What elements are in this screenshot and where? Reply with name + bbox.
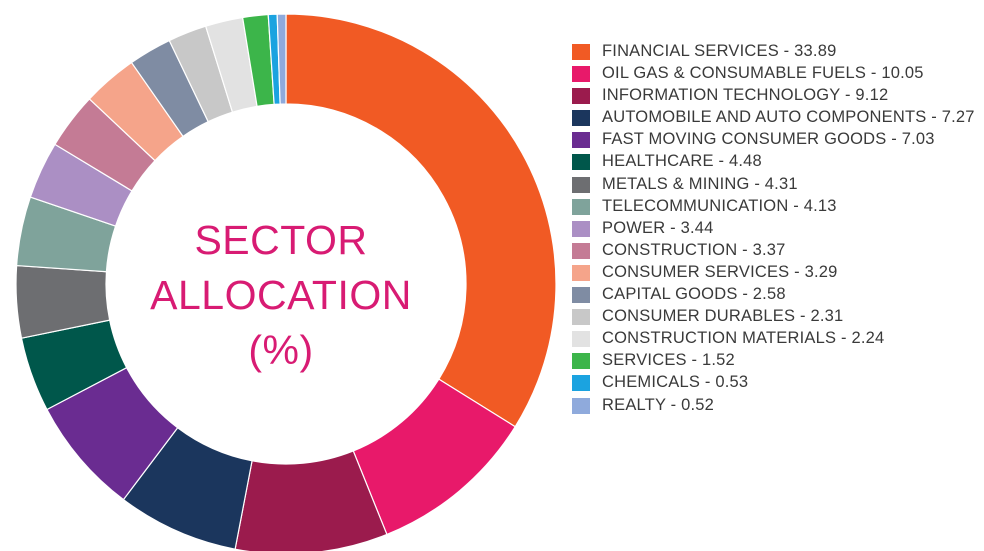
center-title-line-1: SECTOR	[194, 217, 367, 263]
legend-swatch	[572, 375, 590, 392]
legend-item: TELECOMMUNICATION - 4.13	[572, 197, 977, 216]
legend-item: CONSTRUCTION MATERIALS - 2.24	[572, 329, 977, 348]
legend-swatch	[572, 287, 590, 304]
legend-label: OIL GAS & CONSUMABLE FUELS - 10.05	[602, 64, 924, 83]
legend-item: OIL GAS & CONSUMABLE FUELS - 10.05	[572, 64, 977, 83]
legend-label: CHEMICALS - 0.53	[602, 373, 749, 392]
legend-label: SERVICES - 1.52	[602, 351, 735, 370]
sector-donut-chart: SECTOR ALLOCATION (%)	[15, 13, 557, 551]
legend-swatch	[572, 242, 590, 259]
legend-label: HEALTHCARE - 4.48	[602, 152, 762, 171]
legend-item: FAST MOVING CONSUMER GOODS - 7.03	[572, 130, 977, 149]
legend-swatch	[572, 44, 590, 60]
legend-item: SERVICES - 1.52	[572, 351, 977, 370]
legend-label: INFORMATION TECHNOLOGY - 9.12	[602, 86, 889, 105]
legend-item: CONSUMER DURABLES - 2.31	[572, 307, 977, 326]
center-title-line-3: (%)	[248, 327, 313, 373]
legend-label: FINANCIAL SERVICES - 33.89	[602, 42, 837, 60]
legend-label: CONSUMER DURABLES - 2.31	[602, 307, 844, 326]
legend-swatch	[572, 66, 590, 83]
legend-item: CONSTRUCTION - 3.37	[572, 241, 977, 260]
legend-label: FAST MOVING CONSUMER GOODS - 7.03	[602, 130, 935, 149]
legend-item: HEALTHCARE - 4.48	[572, 152, 977, 171]
donut-slices	[15, 13, 557, 551]
legend-label: AUTOMOBILE AND AUTO COMPONENTS - 7.27	[602, 108, 975, 127]
legend-label: CAPITAL GOODS - 2.58	[602, 285, 786, 304]
legend-item: FINANCIAL SERVICES - 33.89	[572, 42, 977, 61]
legend-item: AUTOMOBILE AND AUTO COMPONENTS - 7.27	[572, 108, 977, 127]
legend-item: CAPITAL GOODS - 2.58	[572, 285, 977, 304]
legend-label: CONSTRUCTION - 3.37	[602, 240, 786, 259]
legend-swatch	[572, 176, 590, 193]
legend-label: POWER - 3.44	[602, 218, 714, 237]
legend-swatch	[572, 110, 590, 127]
legend-label: CONSTRUCTION MATERIALS - 2.24	[602, 329, 885, 348]
legend-swatch	[572, 353, 590, 370]
center-title-line-2: ALLOCATION	[150, 272, 412, 318]
legend-item: CHEMICALS - 0.53	[572, 373, 977, 392]
legend-item: CONSUMER SERVICES - 3.29	[572, 263, 977, 282]
slice-realty	[276, 13, 287, 105]
legend-item: METALS & MINING - 4.31	[572, 175, 977, 194]
legend-swatch	[572, 309, 590, 326]
legend-item: INFORMATION TECHNOLOGY - 9.12	[572, 86, 977, 105]
slice-financial-services	[285, 13, 557, 428]
legend-swatch	[572, 331, 590, 348]
legend-swatch	[572, 264, 590, 281]
legend-swatch	[572, 397, 590, 414]
legend-swatch	[572, 132, 590, 149]
legend-label: METALS & MINING - 4.31	[602, 174, 798, 193]
legend-swatch	[572, 220, 590, 237]
legend-swatch	[572, 154, 590, 171]
legend: FINANCIAL SERVICES - 33.89 OIL GAS & CONS…	[572, 42, 977, 418]
legend-item: REALTY - 0.52	[572, 396, 977, 415]
legend-item: POWER - 3.44	[572, 219, 977, 238]
center-title: SECTOR ALLOCATION (%)	[150, 217, 412, 373]
legend-swatch	[572, 198, 590, 215]
legend-label: TELECOMMUNICATION - 4.13	[602, 196, 837, 215]
legend-label: CONSUMER SERVICES - 3.29	[602, 262, 838, 281]
legend-label: REALTY - 0.52	[602, 395, 715, 414]
legend-swatch	[572, 88, 590, 105]
